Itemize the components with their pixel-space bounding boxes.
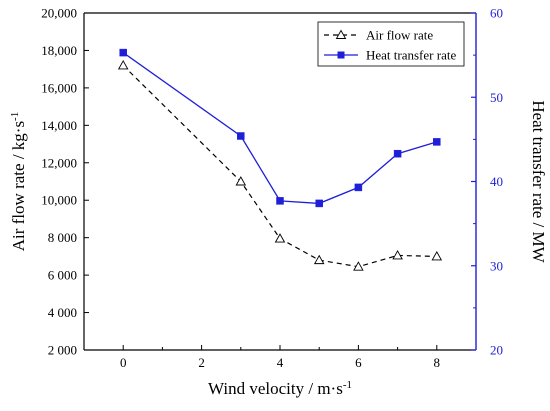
legend-label-air-flow: Air flow rate: [366, 28, 433, 43]
y-right-axis-title: Heat transfer rate / MW: [529, 100, 548, 263]
series-line-heat-transfer: [122, 52, 437, 205]
data-point-air-flow: [235, 176, 247, 186]
data-point-heat-transfer: [433, 138, 441, 146]
y-right-axis-ticks: 20 30 40 50 60: [471, 6, 503, 358]
y-right-tick-label: 40: [490, 174, 503, 189]
data-point-heat-transfer: [315, 199, 323, 208]
x-tick-label: 4: [277, 355, 284, 370]
data-point-heat-transfer: [354, 183, 363, 192]
x-tick-label: 2: [198, 355, 205, 370]
y-right-tick-label: 50: [490, 90, 503, 105]
data-point-air-flow: [431, 250, 443, 261]
y-left-axis-ticks: 2 000 4 000 6 000 8 000 10,000 12,000 14,000 16…: [41, 6, 89, 358]
data-point-air-flow: [313, 254, 325, 265]
legend: Air flow rate Heat transfer rate: [317, 21, 465, 67]
x-tick-label: 8: [434, 355, 441, 370]
x-tick-label: 0: [120, 355, 127, 370]
y-left-tick-label: 8 000: [48, 230, 77, 245]
y-left-tick-label: 10,000: [41, 193, 77, 208]
legend-marker-air-flow: [335, 29, 347, 39]
y-right-tick-label: 60: [490, 6, 503, 21]
legend-label-heat-transfer: Heat transfer rate: [366, 48, 456, 63]
x-tick-label: 6: [355, 355, 362, 370]
y-left-tick-label: 4 000: [48, 305, 77, 320]
data-point-heat-transfer: [276, 197, 284, 205]
y-left-tick-label: 12,000: [41, 155, 77, 170]
series-layer: [117, 48, 443, 271]
y-left-tick-label: 16,000: [41, 80, 77, 95]
x-axis-title: Wind velocity / m·s-1: [208, 379, 352, 398]
y-left-tick-label: 14,000: [41, 118, 77, 133]
x-axis-ticks: 0 2 4 6 8: [120, 345, 440, 370]
data-point-heat-transfer: [393, 149, 402, 158]
legend-marker-heat-transfer: [337, 51, 345, 59]
data-point-heat-transfer: [119, 48, 127, 57]
y-left-axis-title: Air flow rate / kg·s-1: [9, 112, 28, 251]
data-point-heat-transfer: [237, 132, 245, 140]
data-point-air-flow: [274, 233, 286, 243]
y-right-tick-label: 20: [490, 343, 503, 358]
y-left-tick-label: 6 000: [48, 268, 77, 283]
y-right-tick-label: 30: [490, 258, 503, 273]
legend-box: [317, 21, 465, 67]
data-point-air-flow: [117, 60, 129, 70]
y-left-tick-label: 20,000: [41, 6, 77, 21]
y-left-tick-label: 18,000: [41, 43, 77, 58]
y-left-tick-label: 2 000: [48, 343, 77, 358]
data-point-air-flow: [353, 261, 364, 271]
data-point-air-flow: [392, 250, 403, 260]
